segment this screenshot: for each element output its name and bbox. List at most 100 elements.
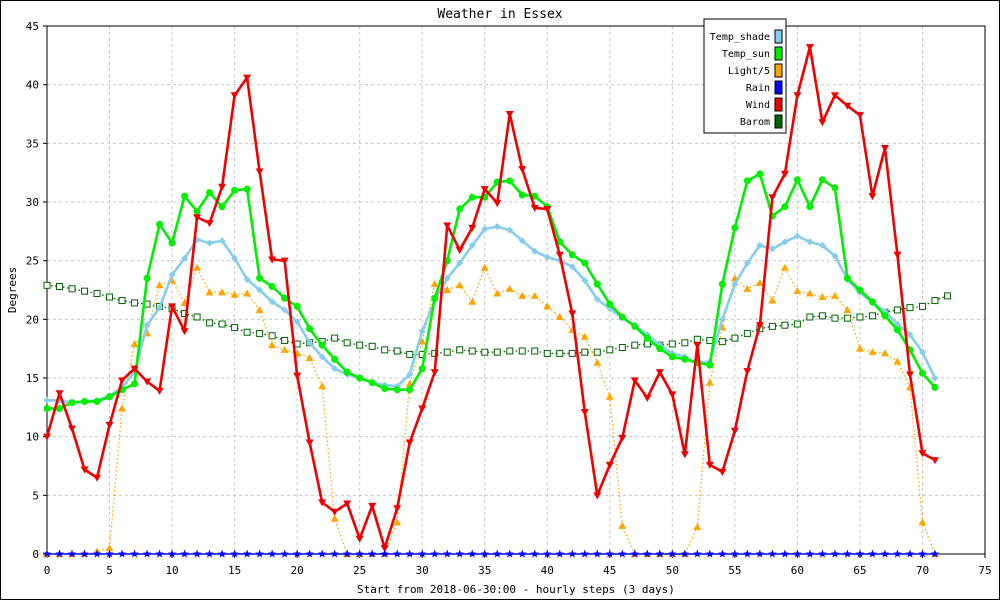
data-point-barom (643, 340, 651, 348)
data-point-temp-sun (406, 386, 414, 394)
data-point-barom (468, 347, 476, 355)
data-point-rain (217, 549, 227, 558)
data-point-rain (730, 549, 740, 558)
data-point-rain (205, 549, 214, 558)
data-point-barom (706, 336, 714, 344)
x-tick-label: 25 (353, 564, 366, 577)
data-point-wind (593, 492, 602, 500)
y-tick-label: 15 (26, 372, 39, 385)
data-point-temp-sun (318, 341, 326, 349)
x-tick-label: 75 (978, 564, 991, 577)
y-tick-label: 0 (32, 548, 39, 561)
data-point-temp-shade (231, 254, 239, 262)
data-point-temp-shade (406, 370, 414, 378)
data-point-temp-sun (856, 286, 864, 294)
data-point-barom (81, 287, 89, 295)
y-tick-label: 25 (26, 255, 39, 268)
series-temp-sun (43, 170, 939, 413)
data-point-temp-shade (731, 280, 739, 288)
data-point-wind (293, 372, 302, 380)
data-point-temp-sun (381, 385, 389, 393)
data-point-rain (342, 549, 352, 558)
data-point-temp-sun (331, 355, 339, 363)
data-point-temp-sun (531, 192, 539, 200)
data-point-temp-shade (218, 237, 226, 245)
data-point-wind (493, 200, 502, 208)
data-point-light-5 (868, 348, 877, 356)
data-point-rain (230, 549, 239, 558)
data-point-barom (781, 321, 789, 329)
data-point-temp-sun (806, 203, 814, 211)
data-point-rain (818, 549, 827, 558)
data-point-barom (731, 334, 739, 342)
data-point-temp-shade (143, 321, 151, 329)
data-point-rain (67, 549, 77, 558)
data-point-temp-sun (193, 207, 201, 215)
data-point-light-5 (830, 291, 839, 299)
y-tick-label: 45 (26, 20, 39, 33)
data-point-light-5 (780, 263, 789, 271)
data-point-rain (330, 549, 339, 558)
data-point-light-5 (543, 302, 552, 310)
data-point-rain (267, 549, 277, 558)
data-point-wind (855, 112, 864, 120)
data-point-rain (480, 549, 490, 558)
data-point-temp-sun (918, 369, 926, 377)
data-point-light-5 (468, 297, 477, 305)
data-point-temp-sun (56, 405, 64, 413)
data-point-rain (793, 549, 802, 558)
data-point-temp-sun (681, 355, 689, 363)
x-tick-label: 60 (791, 564, 804, 577)
x-tick-label: 30 (416, 564, 429, 577)
data-point-temp-sun (618, 313, 626, 321)
data-point-wind (680, 451, 689, 459)
data-point-barom (568, 349, 576, 357)
data-point-wind (343, 500, 352, 508)
legend-swatch-wind (774, 97, 783, 112)
data-point-light-5 (793, 287, 802, 295)
data-point-rain (693, 549, 702, 558)
data-point-temp-shade (168, 271, 176, 279)
data-point-rain (292, 549, 302, 558)
data-point-light-5 (880, 349, 889, 357)
data-point-light-5 (580, 332, 589, 340)
data-point-rain (167, 549, 177, 558)
data-point-light-5 (555, 312, 564, 320)
data-point-temp-sun (81, 397, 89, 405)
data-point-barom (56, 282, 64, 290)
y-tick-label: 35 (26, 137, 39, 150)
data-point-wind (843, 102, 852, 110)
data-point-rain (805, 549, 815, 558)
data-point-temp-shade (918, 348, 926, 356)
data-point-temp-sun (306, 325, 314, 333)
data-point-temp-shade (893, 320, 901, 328)
data-point-temp-sun (843, 274, 851, 282)
x-tick-label: 70 (916, 564, 929, 577)
data-point-rain (392, 549, 402, 558)
data-point-barom (543, 349, 551, 357)
x-tick-label: 0 (44, 564, 51, 577)
data-point-temp-sun (731, 224, 739, 232)
data-point-temp-shade (793, 232, 801, 240)
data-point-temp-sun (231, 186, 239, 194)
data-point-temp-sun (656, 345, 664, 353)
data-point-rain (768, 549, 777, 558)
data-point-temp-shade (831, 252, 839, 260)
data-point-temp-sun (643, 334, 651, 342)
data-point-barom (581, 348, 589, 356)
x-tick-label: 40 (541, 564, 554, 577)
data-point-wind (530, 204, 539, 212)
data-point-wind (630, 377, 639, 385)
data-point-wind (280, 257, 289, 265)
data-point-temp-shade (581, 277, 589, 285)
data-point-barom (631, 341, 639, 349)
data-point-temp-sun (718, 280, 726, 288)
data-point-wind (243, 74, 252, 82)
data-point-wind (893, 251, 902, 259)
data-point-temp-shade (531, 247, 539, 255)
data-point-light-5 (480, 263, 489, 271)
data-point-rain (843, 549, 852, 558)
data-point-rain (505, 549, 515, 558)
data-point-barom (743, 329, 751, 337)
